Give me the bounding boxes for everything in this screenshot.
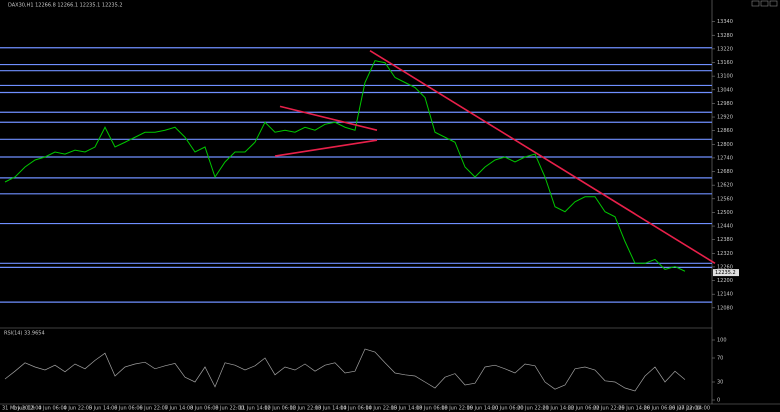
x-tick-label: 14 Jun 06:00 (340, 406, 372, 412)
y-tick-label: 12560 (717, 196, 733, 202)
x-tick-label: 12 Jun 06:00 (264, 406, 296, 412)
x-tick-label: 26 Jun 22:00 (669, 406, 701, 412)
x-tick-label: 18 Jun 22:00 (441, 406, 473, 412)
y-tick-label: 12260 (717, 264, 733, 270)
y-tick-label: 13220 (717, 46, 733, 52)
rsi-tick-label: 30 (717, 380, 723, 386)
current-price-box (713, 269, 739, 277)
x-tick-label: 26 Jun 06:00 (644, 406, 676, 412)
trendline (274, 139, 378, 157)
x-tick-label: 19 Jun 14:00 (467, 406, 499, 412)
y-tick-label: 12980 (717, 101, 733, 107)
x-tick-label: 18 Jun 06:00 (416, 406, 448, 412)
maximize-button[interactable] (760, 0, 769, 7)
window-buttons[interactable] (751, 0, 778, 7)
y-tick-label: 12680 (717, 169, 733, 175)
x-tick-label: 22 Jun 22:00 (593, 406, 625, 412)
current-price-label: 12235.2 (715, 270, 736, 276)
y-tick-label: 12620 (717, 183, 733, 189)
y-tick-label: 12080 (717, 305, 733, 311)
x-tick-label: 8 Jun 06:00 (190, 406, 219, 412)
y-tick-label: 12140 (717, 292, 733, 298)
y-tick-label: 12320 (717, 251, 733, 257)
y-tick-label: 12200 (717, 278, 733, 284)
x-tick-label: 4 Jun 22:00 (64, 406, 93, 412)
y-tick-label: 12920 (717, 115, 733, 121)
rsi-title: RSI(14) 33.9654 (4, 331, 45, 337)
x-tick-label: 27 Jun 14:00 (678, 406, 710, 412)
trendline (369, 50, 716, 264)
y-tick-label: 12380 (717, 237, 733, 243)
x-tick-label: 1 Jun 12:00 (13, 406, 42, 412)
x-tick-label: 20 Jun 06:00 (492, 406, 524, 412)
close-button[interactable] (769, 0, 778, 7)
minimize-button[interactable] (751, 0, 760, 7)
y-tick-label: 12440 (717, 224, 733, 230)
y-tick-label: 12800 (717, 142, 733, 148)
y-tick-label: 13340 (717, 19, 733, 25)
x-tick-label: 11 Jun 14:00 (239, 406, 271, 412)
x-tick-label: 13 Jun 14:00 (315, 406, 347, 412)
price-line (4, 60, 686, 272)
trendline (279, 105, 378, 131)
y-tick-label: 12740 (717, 155, 733, 161)
x-tick-label: 20 Jun 22:00 (517, 406, 549, 412)
chart-title: DAX30,H1 12266.8 12266.1 12235.1 12235.2 (8, 3, 123, 9)
x-tick-label: 14 Jun 22:00 (365, 406, 397, 412)
rsi-tick-label: 100 (717, 338, 727, 344)
rsi-line (4, 348, 686, 392)
x-tick-label: 7 Jun 14:00 (165, 406, 194, 412)
x-tick-label: 12 Jun 22:00 (290, 406, 322, 412)
y-tick-label: 13160 (717, 60, 733, 66)
x-tick-label: 6 Jun 06:00 (114, 406, 143, 412)
x-tick-label: 31 May 2018 (2, 406, 35, 412)
y-tick-label: 13280 (717, 33, 733, 39)
x-tick-label: 22 Jun 06:00 (568, 406, 600, 412)
y-tick-label: 13100 (717, 74, 733, 80)
rsi-tick-label: 0 (717, 398, 720, 404)
y-tick-label: 13040 (717, 87, 733, 93)
y-tick-label: 12860 (717, 128, 733, 134)
x-tick-label: 8 Jun 22:00 (215, 406, 244, 412)
x-tick-label: 25 Jun 14:00 (618, 406, 650, 412)
x-tick-label: 5 Jun 14:00 (89, 406, 118, 412)
x-tick-label: 21 Jun 14:00 (542, 406, 574, 412)
x-tick-label: 4 Jun 06:00 (38, 406, 67, 412)
rsi-tick-label: 70 (717, 356, 723, 362)
x-tick-label: 15 Jun 14:00 (391, 406, 423, 412)
x-tick-label: 6 Jun 22:00 (139, 406, 168, 412)
y-tick-label: 12500 (717, 210, 733, 216)
